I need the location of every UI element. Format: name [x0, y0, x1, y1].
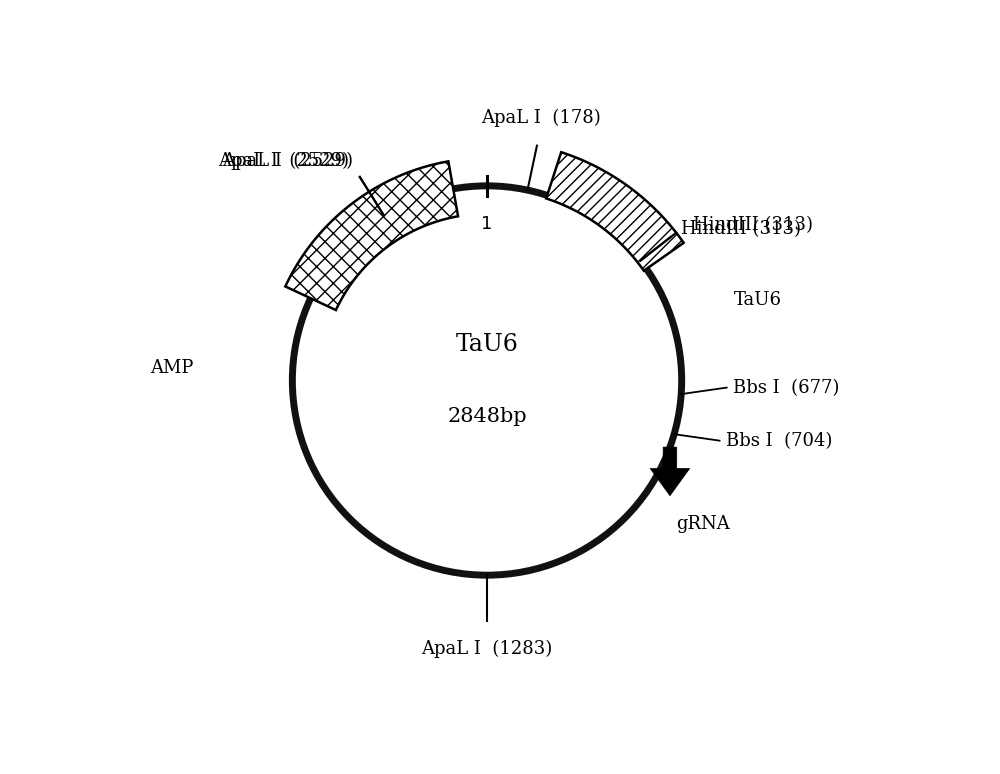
Text: TaU6: TaU6 [456, 334, 518, 356]
Text: gRNA: gRNA [676, 515, 730, 533]
Text: 1: 1 [481, 215, 493, 233]
Text: ApaL I  (1283): ApaL I (1283) [421, 640, 553, 659]
Text: HindIII (313): HindIII (313) [693, 216, 813, 234]
Polygon shape [546, 152, 684, 271]
Text: AMP: AMP [150, 358, 193, 376]
Text: ApaL I  (2529): ApaL I (2529) [218, 151, 349, 170]
Text: Bbs I  (704): Bbs I (704) [726, 432, 832, 450]
Text: Bbs I  (677): Bbs I (677) [733, 378, 839, 396]
Text: ApaL I  (178): ApaL I (178) [481, 108, 601, 127]
Text: 2848bp: 2848bp [447, 406, 527, 426]
Polygon shape [650, 447, 690, 496]
Text: HindIII (313): HindIII (313) [681, 220, 801, 238]
Text: TaU6: TaU6 [734, 291, 782, 310]
Polygon shape [285, 161, 458, 310]
Text: ApaL I  (2529): ApaL I (2529) [222, 152, 353, 170]
